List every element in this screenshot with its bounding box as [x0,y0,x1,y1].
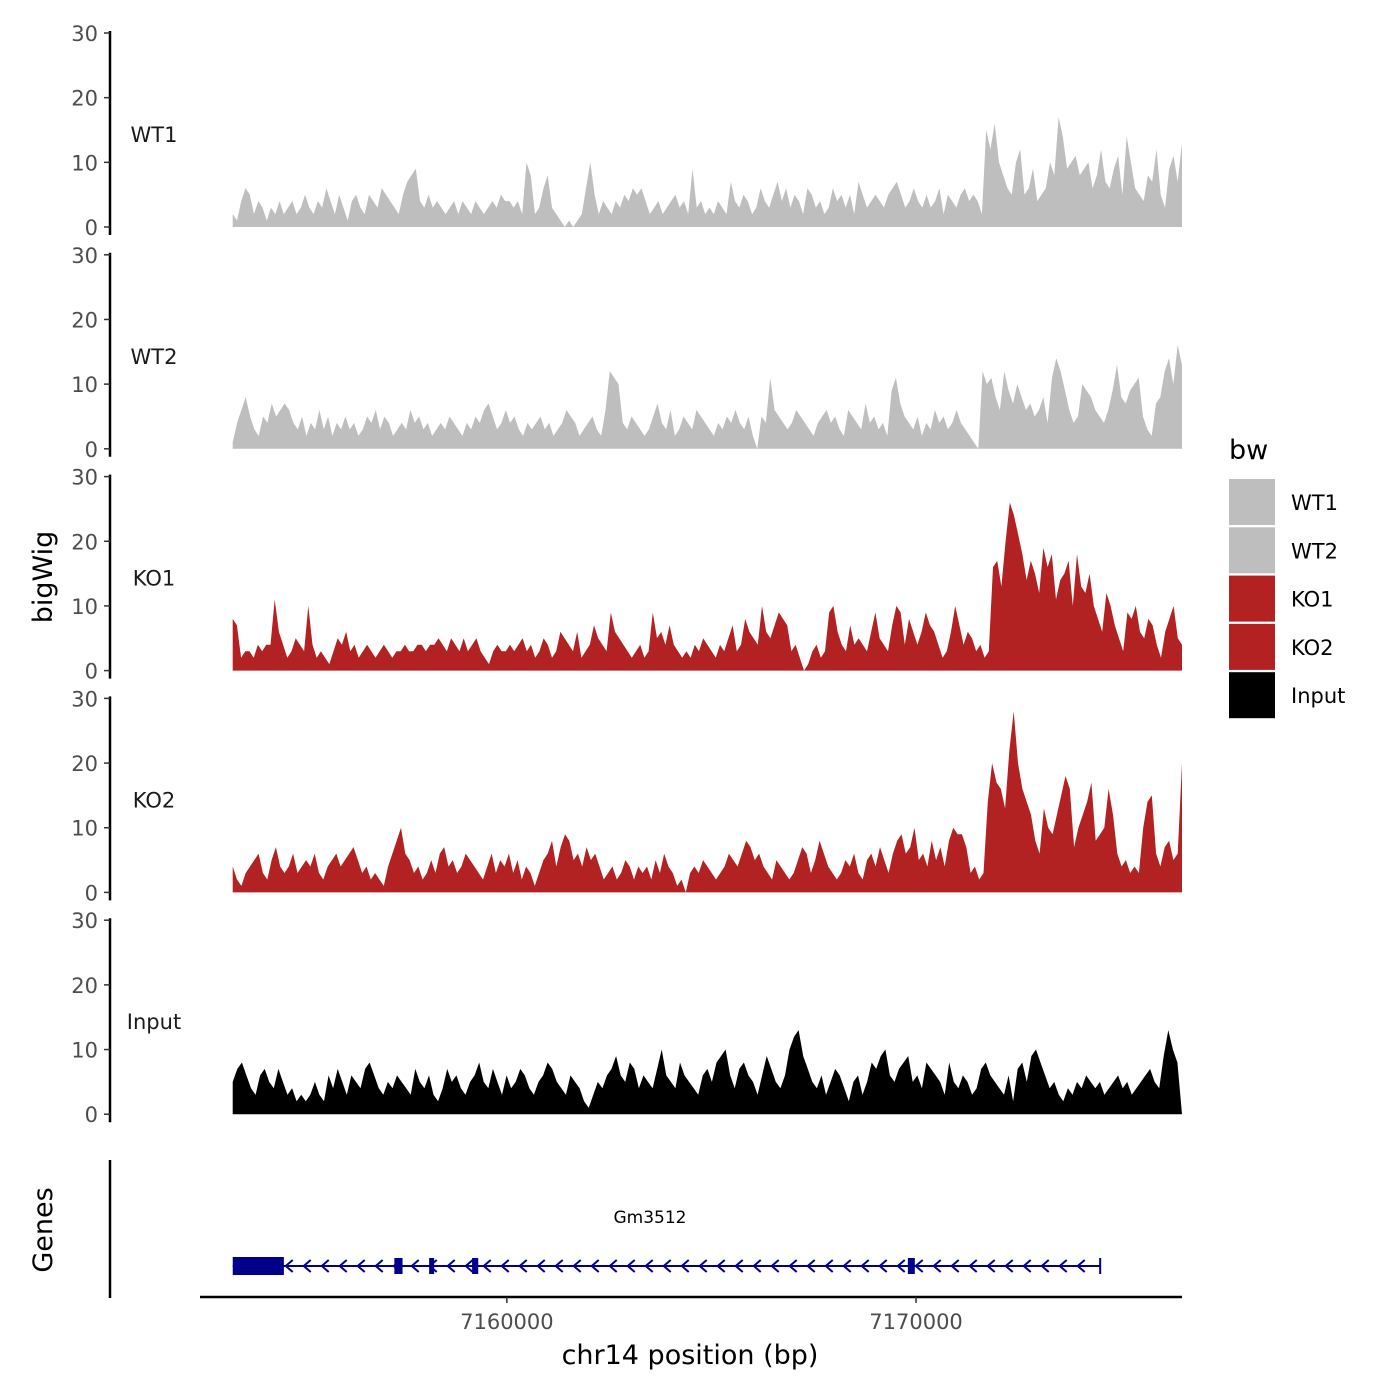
y-tick-label: 20 [71,752,98,776]
strand-arrow [518,1259,528,1273]
strand-arrow [896,1259,906,1273]
strand-arrow [302,1259,312,1273]
y-axis-title: bigWig [28,531,59,624]
strand-arrow [572,1259,582,1273]
y-tick-label: 30 [71,244,98,268]
y-tick-label: 10 [71,1039,98,1063]
track-label-input: Input [127,1010,181,1034]
strand-arrow [338,1259,348,1273]
strand-arrow [554,1259,564,1273]
strand-arrow [788,1259,798,1273]
strand-arrow [284,1259,294,1273]
strand-arrow [644,1259,654,1273]
y-tick-label: 20 [71,308,98,332]
legend-swatch-input [1229,672,1275,719]
strand-arrow [932,1259,942,1273]
strand-arrow [716,1259,726,1273]
track-label-ko1: KO1 [133,567,176,591]
legend-label-input: Input [1291,684,1345,708]
gene-exon [472,1258,479,1274]
strand-arrow [878,1259,888,1273]
strand-arrow [590,1259,600,1273]
strand-arrow [950,1259,960,1273]
legend-label-ko1: KO1 [1291,588,1334,612]
y-tick-label: 20 [71,974,98,998]
legend-swatch-ko1 [1229,575,1275,622]
y-tick-label: 0 [85,1103,98,1127]
area-series-wt2 [232,345,1182,449]
strand-arrow [536,1259,546,1273]
x-axis-title: chr14 position (bp) [562,1340,819,1371]
track-label-wt2: WT2 [131,345,178,369]
area-series-ko1 [232,502,1182,671]
y-tick-label: 30 [71,909,98,933]
y-tick-label: 10 [71,373,98,397]
strand-arrow [824,1259,834,1273]
strand-arrow [356,1259,366,1273]
legend-label-ko2: KO2 [1291,636,1334,660]
gene-exon [429,1258,435,1274]
strand-arrow [410,1259,420,1273]
y-tick-label: 0 [85,438,98,462]
legend-swatch-wt2 [1229,527,1275,574]
strand-arrow [1040,1259,1050,1273]
x-tick-label: 7160000 [460,1310,554,1334]
y-tick-label: 0 [85,216,98,240]
area-series-input [232,1030,1182,1115]
genes-track-title: Genes [28,1187,59,1272]
strand-arrow [662,1259,672,1273]
strand-arrow [770,1259,780,1273]
strand-arrow [374,1259,384,1273]
strand-arrow [752,1259,762,1273]
gene-exon [907,1258,915,1274]
strand-arrow [608,1259,618,1273]
strand-arrow [626,1259,636,1273]
strand-arrow [500,1259,510,1273]
track-label-wt1: WT1 [131,123,178,147]
strand-arrow [914,1259,924,1273]
y-tick-label: 30 [71,22,98,46]
y-tick-label: 20 [71,530,98,554]
strand-arrow [842,1259,852,1273]
strand-arrow [482,1259,492,1273]
y-tick-label: 10 [71,817,98,841]
y-tick-label: 10 [71,595,98,619]
strand-arrow [1022,1259,1032,1273]
strand-arrow [1058,1259,1068,1273]
strand-arrow [698,1259,708,1273]
gene-name-label: Gm3512 [614,1208,687,1228]
legend-label-wt2: WT2 [1291,539,1338,563]
x-tick-label: 7170000 [869,1310,963,1334]
strand-arrow [464,1259,474,1273]
strand-arrow [320,1259,330,1273]
legend-title: bw [1229,435,1268,466]
legend-swatch-wt1 [1229,479,1275,525]
y-tick-label: 20 [71,87,98,111]
area-series-wt1 [232,117,1182,227]
strand-arrow [968,1259,978,1273]
legend-label-wt1: WT1 [1291,491,1338,515]
y-tick-label: 0 [85,660,98,684]
track-label-ko2: KO2 [133,788,176,812]
y-tick-label: 10 [71,151,98,175]
strand-arrow [446,1259,456,1273]
strand-arrow [1004,1259,1014,1273]
y-tick-label: 30 [71,466,98,490]
gene-exon [394,1258,403,1274]
strand-arrow [734,1259,744,1273]
gene-exon [232,1257,284,1275]
strand-arrow [860,1259,870,1273]
strand-arrow [806,1259,816,1273]
y-tick-label: 30 [71,687,98,711]
area-series-ko2 [232,711,1182,893]
y-tick-label: 0 [85,881,98,905]
strand-arrow [986,1259,996,1273]
legend-swatch-ko2 [1229,623,1275,670]
strand-arrow [680,1259,690,1273]
strand-arrow [1076,1259,1086,1273]
